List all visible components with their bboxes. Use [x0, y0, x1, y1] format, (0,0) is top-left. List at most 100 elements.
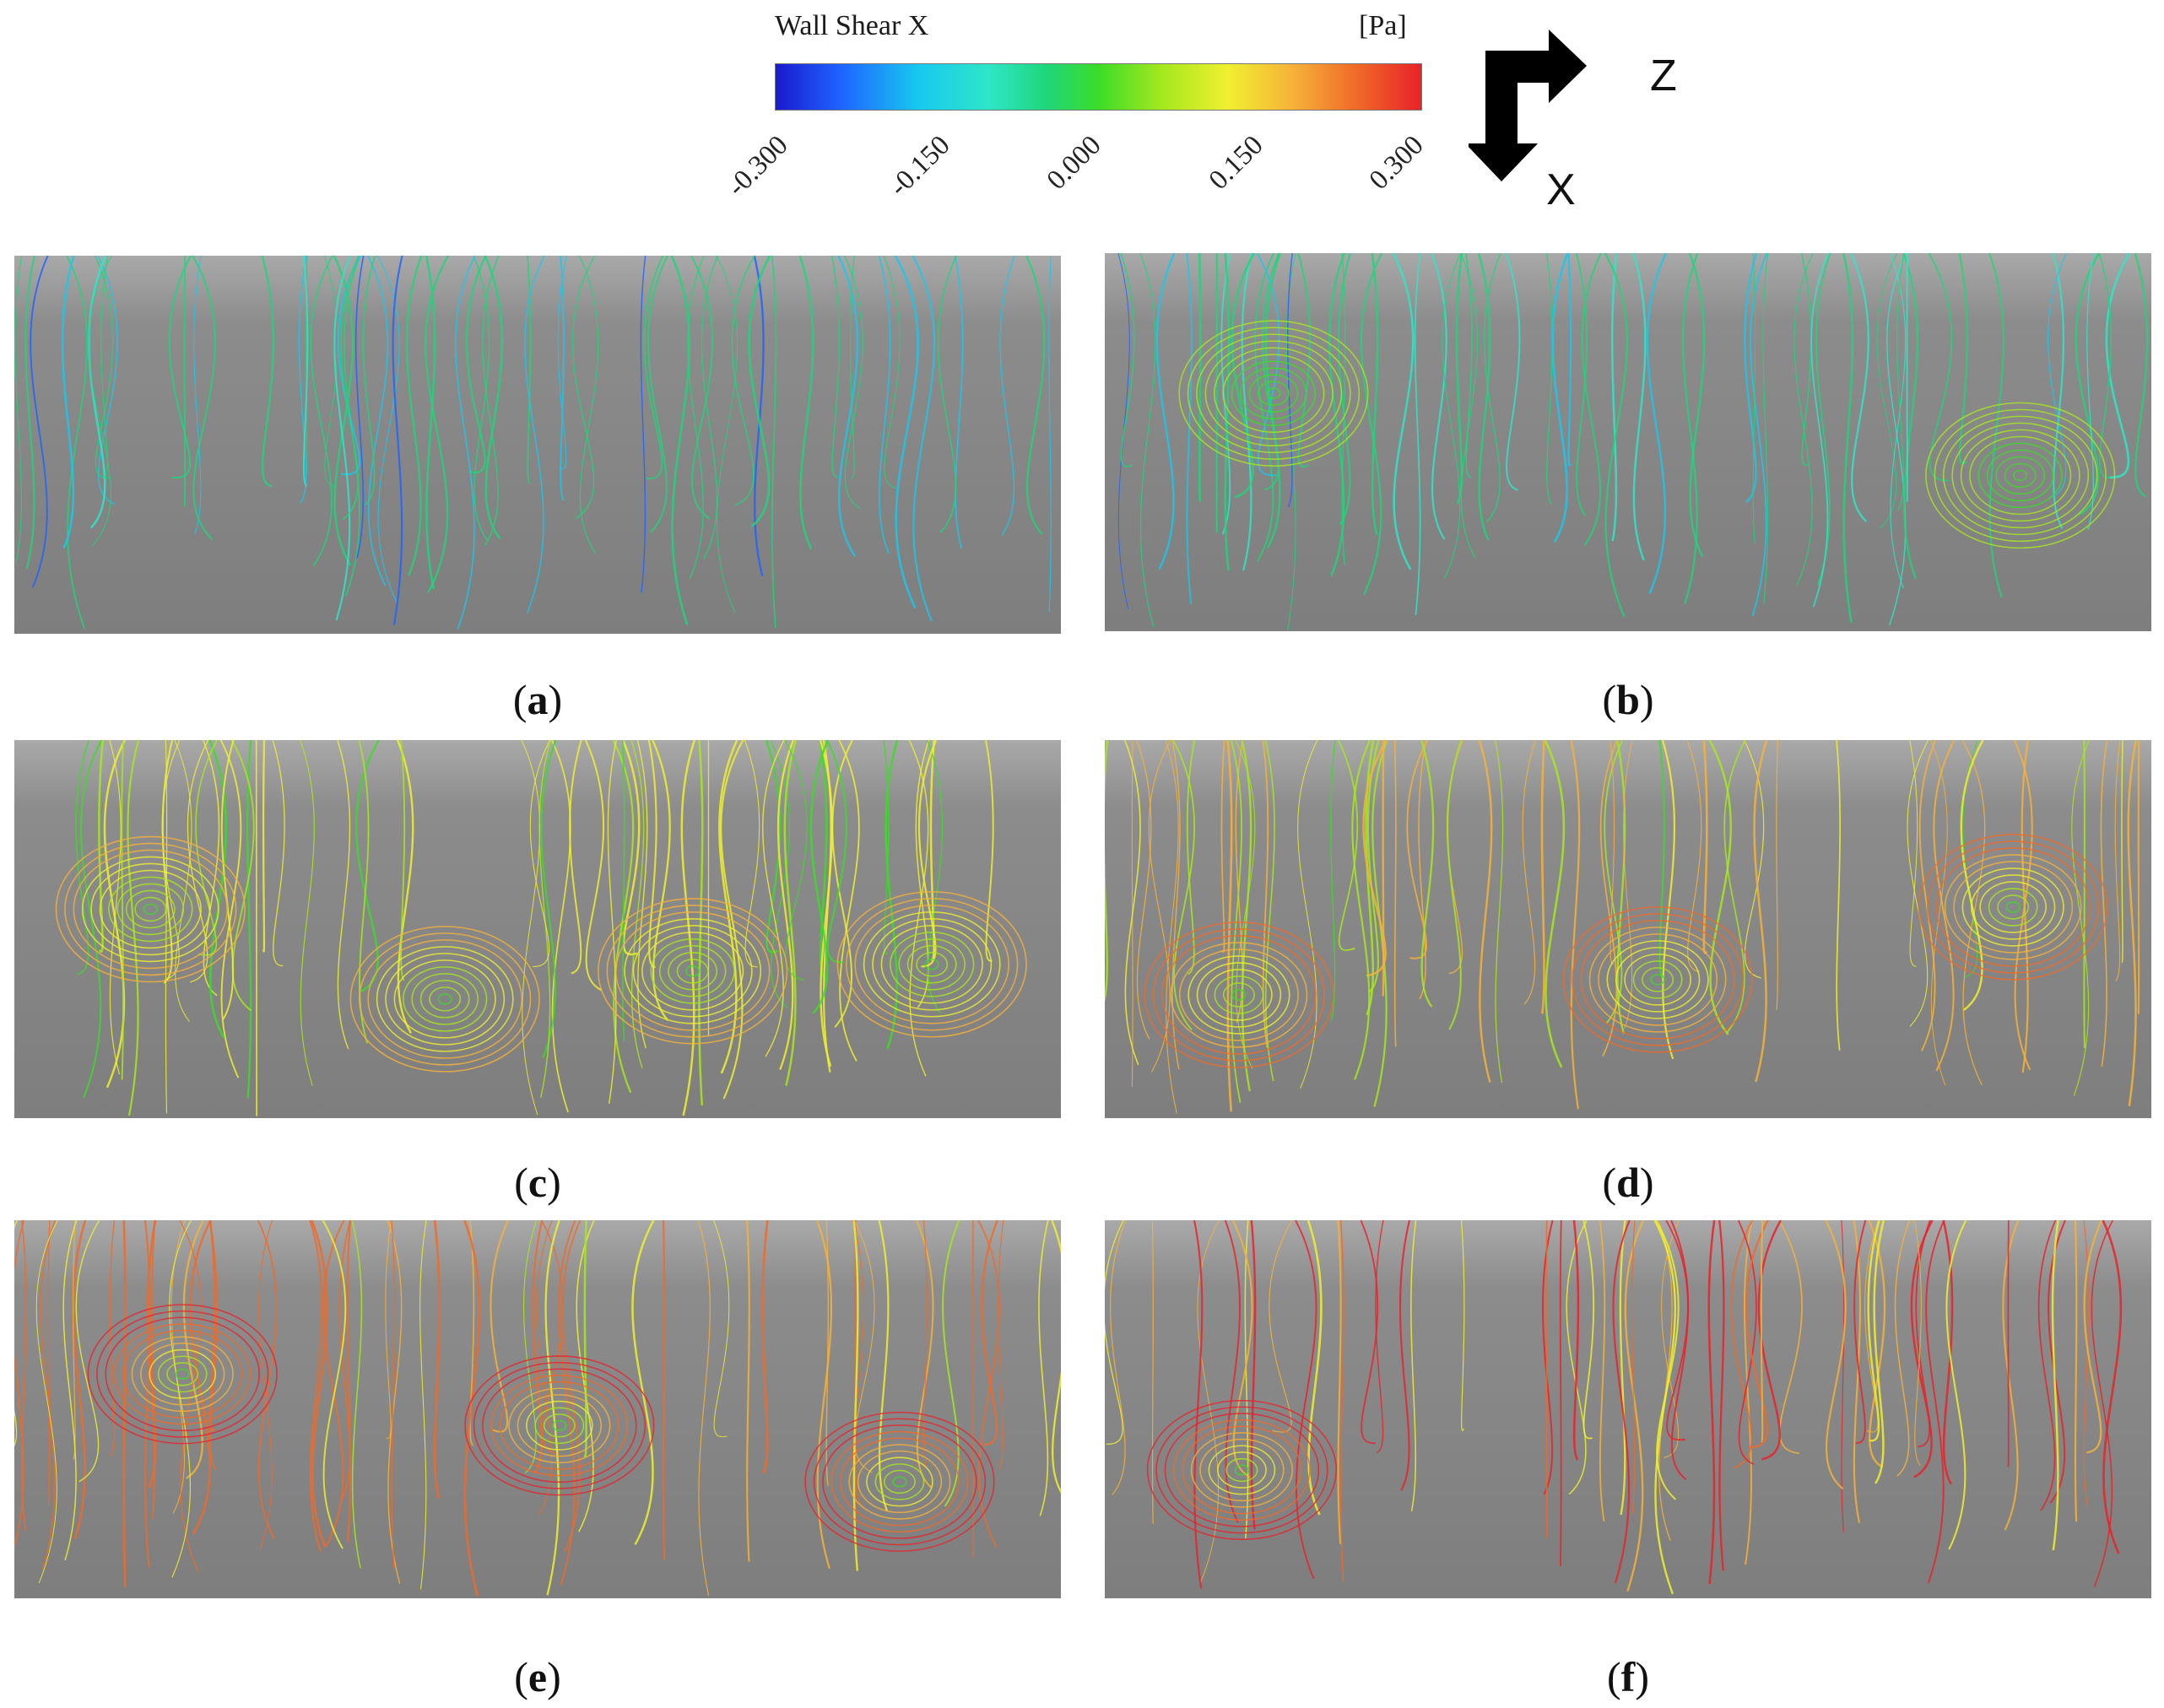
vortex-streamline [924, 958, 939, 970]
streamline [2052, 253, 2064, 529]
vortex-streamline [419, 980, 470, 1019]
streamline [1708, 740, 1732, 1035]
vortex-streamline [880, 924, 983, 1004]
streamline [355, 740, 380, 993]
streamline [1889, 253, 1907, 589]
streamline [1136, 740, 1152, 1040]
streamline [883, 256, 901, 489]
streamline [75, 740, 89, 975]
vortex-streamline [898, 938, 966, 991]
streamline [1241, 253, 1252, 571]
panel-a [14, 256, 1061, 634]
streamline [985, 740, 994, 962]
vortex-streamline [1144, 922, 1334, 1068]
streamline [1362, 740, 1388, 977]
streamline [1393, 740, 1397, 1047]
streamline [257, 1220, 278, 1539]
streamline [746, 1220, 750, 1562]
vortex-streamline [1234, 1464, 1250, 1476]
streamline [1896, 253, 1905, 511]
streamline [127, 740, 140, 1116]
streamline [47, 1220, 51, 1505]
streamline [977, 1220, 1000, 1548]
streamline [1623, 740, 1633, 1029]
streamline [1825, 1220, 1847, 1490]
streamline [878, 1220, 890, 1511]
streamline [690, 256, 713, 520]
streamline [1567, 253, 1572, 467]
streamline [100, 256, 109, 478]
streamline [1522, 740, 1536, 1005]
streamline [419, 1220, 427, 1590]
vortex-streamline [598, 898, 788, 1045]
streamline [187, 740, 209, 983]
streamline [97, 256, 118, 505]
streamline [1297, 253, 1311, 468]
panel-e [14, 1220, 1061, 1598]
streamline [1351, 740, 1371, 1080]
vortex-streamline [134, 896, 167, 922]
vortex-streamline [1205, 969, 1273, 1021]
vortex-streamline [668, 952, 718, 991]
streamline [1392, 253, 1415, 570]
streamline [2007, 1220, 2010, 1467]
streamline [1360, 1220, 1379, 1444]
caption-a: (a) [512, 676, 563, 723]
vortex-streamline [676, 959, 709, 984]
streamline [1418, 740, 1427, 1000]
streamline [300, 740, 315, 1086]
legend-tick: 0.000 [1041, 130, 1107, 196]
streamline [1876, 253, 1898, 529]
streamline [1730, 1220, 1754, 1469]
vortex-streamline [175, 1368, 190, 1380]
streamline [1478, 740, 1493, 1083]
streamline [748, 256, 771, 527]
streamline [1902, 253, 1918, 580]
vortex-streamline [1571, 913, 1745, 1046]
panel-background [1105, 1220, 2151, 1598]
streamline [385, 1220, 392, 1439]
streamline [1465, 253, 1473, 478]
streamline [1743, 740, 1765, 979]
streamline [1718, 1220, 1725, 1571]
streamline [826, 740, 847, 964]
streamline [1658, 1220, 1673, 1541]
streamline [1414, 253, 1421, 616]
streamline [322, 1220, 347, 1549]
streamline [2083, 1220, 2103, 1454]
streamline [2102, 1220, 2123, 1554]
streamline [1760, 1220, 1764, 1443]
vortex-streamline [1248, 374, 1299, 413]
streamline [607, 740, 617, 1105]
streamline [1123, 740, 1141, 1066]
streamline [621, 740, 641, 956]
streamline [75, 1220, 100, 1483]
vortex-streamline [1196, 962, 1282, 1028]
streamline [1455, 253, 1463, 505]
vortex-streamline [1606, 940, 1709, 1019]
streamline [40, 1220, 57, 1570]
streamline [109, 1220, 116, 1457]
caption-e: (e) [514, 1653, 561, 1700]
streamline [2137, 740, 2140, 1014]
vortex-streamline [411, 973, 479, 1025]
panel-d [1105, 740, 2151, 1118]
streamline [981, 1220, 998, 1446]
colorbar [775, 63, 1422, 111]
streamline [1254, 253, 1275, 562]
vortex-streamline [1588, 927, 1727, 1033]
legend-tick: -0.300 [721, 130, 794, 203]
streamline [716, 256, 738, 613]
streamline [14, 256, 23, 564]
streamline [524, 256, 545, 613]
streamline [333, 256, 351, 621]
vortex-streamline [1213, 347, 1334, 440]
streamline [333, 256, 354, 566]
streamline [922, 1220, 928, 1468]
streamline [298, 256, 307, 504]
streamline [1815, 253, 1831, 586]
streamline [1945, 1220, 1967, 1550]
streamline [14, 1220, 25, 1549]
vortex-streamline [872, 917, 993, 1011]
streamline [1460, 1220, 1465, 1431]
